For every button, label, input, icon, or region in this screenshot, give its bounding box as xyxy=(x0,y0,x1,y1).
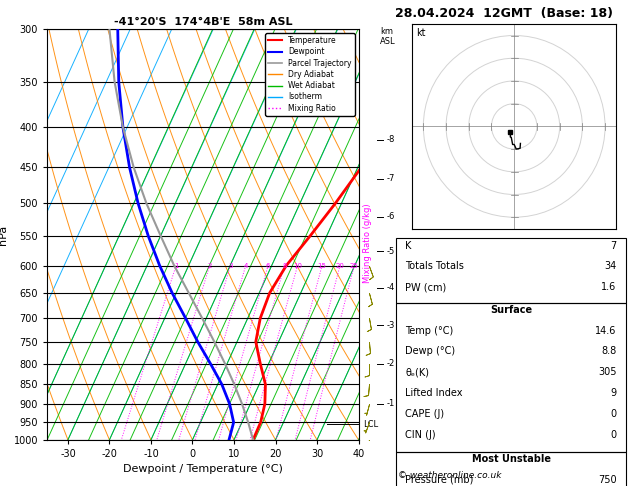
Text: Temp (°C): Temp (°C) xyxy=(406,326,454,335)
Text: Dewp (°C): Dewp (°C) xyxy=(406,347,455,357)
Text: -2: -2 xyxy=(386,359,394,368)
Y-axis label: hPa: hPa xyxy=(0,225,8,244)
Text: 10: 10 xyxy=(293,262,302,269)
Text: 34: 34 xyxy=(604,261,616,272)
Text: -3: -3 xyxy=(386,321,394,330)
Text: 8: 8 xyxy=(282,262,287,269)
Text: Most Unstable: Most Unstable xyxy=(472,453,550,464)
Text: Mixing Ratio (g/kg): Mixing Ratio (g/kg) xyxy=(364,203,372,283)
Text: 0: 0 xyxy=(611,409,616,419)
Text: kt: kt xyxy=(416,28,426,37)
X-axis label: Dewpoint / Temperature (°C): Dewpoint / Temperature (°C) xyxy=(123,465,283,474)
Text: km
ASL: km ASL xyxy=(380,27,396,46)
Text: 8.8: 8.8 xyxy=(601,347,616,357)
Text: Pressure (mb): Pressure (mb) xyxy=(406,475,474,485)
Text: -6: -6 xyxy=(386,212,394,221)
Text: 28.04.2024  12GMT  (Base: 18): 28.04.2024 12GMT (Base: 18) xyxy=(395,7,613,20)
Text: 25: 25 xyxy=(350,262,359,269)
Bar xyxy=(396,452,626,486)
Text: CIN (J): CIN (J) xyxy=(406,430,436,440)
Text: -7: -7 xyxy=(386,174,394,183)
Text: LCL: LCL xyxy=(363,419,378,429)
Text: θₑ(K): θₑ(K) xyxy=(406,367,430,378)
Text: 0: 0 xyxy=(611,430,616,440)
Text: -8: -8 xyxy=(386,135,394,144)
Text: CAPE (J): CAPE (J) xyxy=(406,409,445,419)
Text: 3: 3 xyxy=(228,262,233,269)
Text: -5: -5 xyxy=(386,246,394,256)
Bar xyxy=(396,238,626,303)
Text: 1: 1 xyxy=(174,262,178,269)
Text: -4: -4 xyxy=(386,283,394,292)
Text: 15: 15 xyxy=(318,262,326,269)
Text: 750: 750 xyxy=(598,475,616,485)
Text: 4: 4 xyxy=(243,262,248,269)
Title: -41°20'S  174°4B'E  58m ASL: -41°20'S 174°4B'E 58m ASL xyxy=(114,17,292,27)
Text: 7: 7 xyxy=(610,241,616,250)
Text: Lifted Index: Lifted Index xyxy=(406,388,463,399)
Text: 305: 305 xyxy=(598,367,616,378)
Text: -1: -1 xyxy=(386,399,394,408)
Text: Totals Totals: Totals Totals xyxy=(406,261,464,272)
Text: 2: 2 xyxy=(208,262,212,269)
Text: © weatheronline.co.uk: © weatheronline.co.uk xyxy=(398,471,501,480)
Text: 14.6: 14.6 xyxy=(595,326,616,335)
Text: K: K xyxy=(406,241,412,250)
Text: PW (cm): PW (cm) xyxy=(406,282,447,293)
Text: 1.6: 1.6 xyxy=(601,282,616,293)
Legend: Temperature, Dewpoint, Parcel Trajectory, Dry Adiabat, Wet Adiabat, Isotherm, Mi: Temperature, Dewpoint, Parcel Trajectory… xyxy=(265,33,355,116)
Text: 20: 20 xyxy=(335,262,345,269)
Bar xyxy=(396,303,626,452)
Text: Surface: Surface xyxy=(490,305,532,314)
Text: 9: 9 xyxy=(611,388,616,399)
Text: 6: 6 xyxy=(266,262,270,269)
